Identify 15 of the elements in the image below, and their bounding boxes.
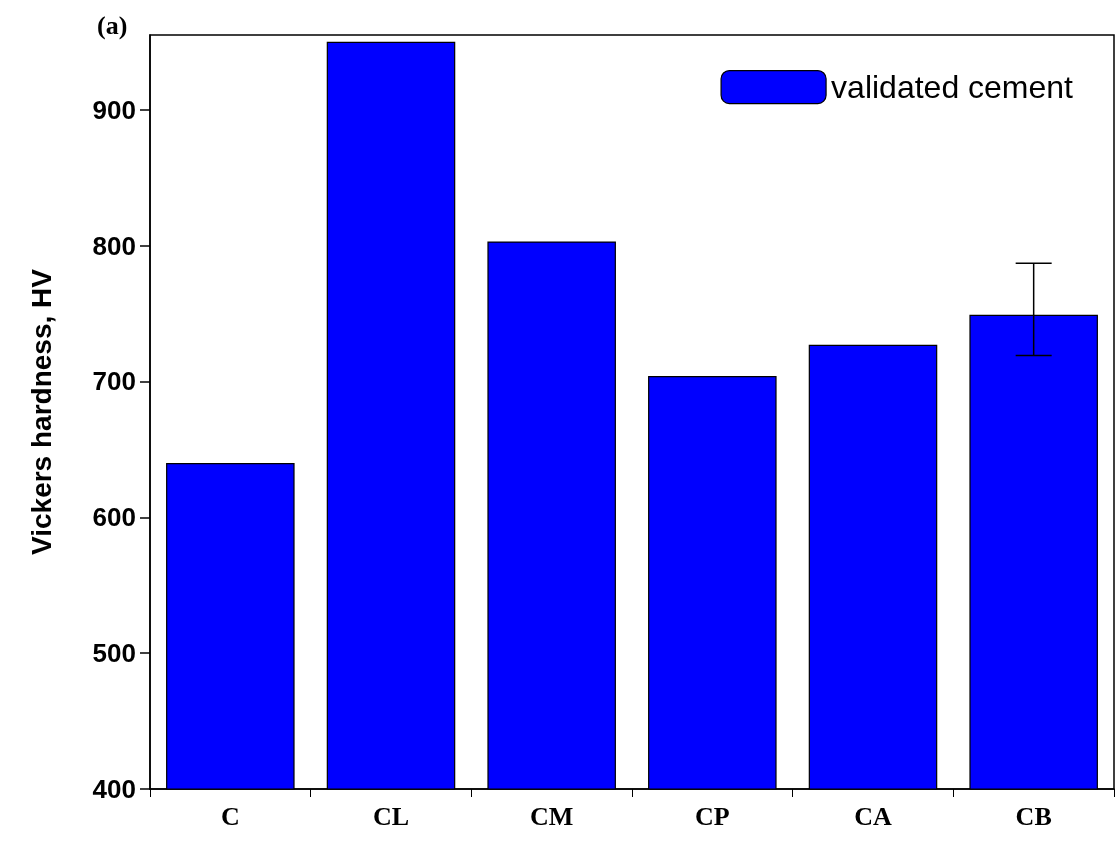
legend-label: validated cement xyxy=(831,69,1074,106)
x-tick-label: CB xyxy=(1015,801,1052,831)
y-axis-title: Vickers hardness, HV xyxy=(25,268,57,555)
y-tick-label: 400 xyxy=(92,774,136,804)
x-tick-label: CA xyxy=(854,801,892,831)
y-tick-label: 800 xyxy=(92,230,136,261)
y-tick-label: 900 xyxy=(92,94,136,125)
y-tick-label: 500 xyxy=(92,638,136,669)
y-tick-label: 600 xyxy=(92,502,136,533)
x-tick-label: CP xyxy=(695,801,730,831)
y-tick-label: 700 xyxy=(92,366,136,397)
x-tick-label: CM xyxy=(530,801,574,831)
x-tick-label: CL xyxy=(372,801,410,831)
x-tick-label: C xyxy=(220,801,240,831)
text: (a) xyxy=(97,10,128,40)
